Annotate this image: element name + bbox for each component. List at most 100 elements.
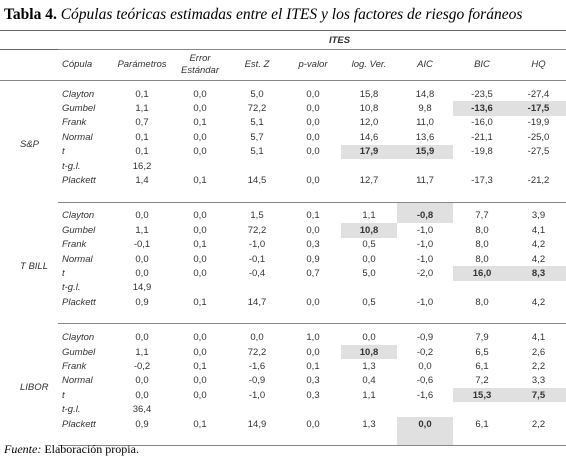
cell: 10,8 bbox=[359, 103, 379, 115]
cell: -0,1 bbox=[248, 253, 266, 265]
cell: 0,1 bbox=[193, 239, 207, 251]
cell: 10,8 bbox=[341, 344, 397, 360]
copula-name: Frank bbox=[62, 239, 87, 251]
cell: 7,7 bbox=[475, 210, 489, 222]
copula-name: Gumbel bbox=[62, 346, 96, 358]
cell: 12,7 bbox=[341, 173, 397, 203]
cell: 0,0 bbox=[193, 375, 207, 387]
cell: 2,2 bbox=[531, 360, 546, 372]
cell: 4,1 bbox=[531, 332, 546, 344]
cell: 14,5 bbox=[229, 173, 285, 203]
cell: 0,0 bbox=[193, 210, 207, 222]
cell: 0,0 bbox=[135, 267, 149, 279]
cell: 0,0 bbox=[193, 346, 207, 358]
cell: 0,1 bbox=[135, 131, 149, 143]
cell: 0,1 bbox=[306, 360, 320, 372]
copula-name: Plackett bbox=[58, 295, 113, 325]
cell: 5,0 bbox=[362, 267, 376, 279]
table-row: t-g.l. 16,2 bbox=[0, 159, 566, 173]
copula-name: Normal bbox=[62, 131, 93, 143]
cell: -0,2 bbox=[416, 346, 434, 358]
empty-cell bbox=[171, 159, 229, 173]
empty-cell bbox=[453, 159, 511, 173]
cell: -0,6 bbox=[416, 375, 434, 387]
table-row: Frank -0,1 0,1 -1,0 0,3 0,5 -1,0 8,0 4,2 bbox=[0, 238, 566, 252]
copula-name: Gumbel bbox=[62, 224, 96, 236]
cell: 36,4 bbox=[132, 404, 152, 416]
empty-cell bbox=[511, 402, 566, 416]
empty-cell bbox=[58, 30, 113, 50]
cell: 14,9 bbox=[132, 282, 152, 294]
cell: 0,9 bbox=[113, 416, 171, 447]
cell: 0,0 bbox=[285, 295, 341, 325]
group-name: S&P bbox=[20, 139, 40, 151]
copula-name: Clayton bbox=[62, 332, 95, 344]
empty-cell bbox=[171, 281, 229, 295]
footer-text: Elaboración propia. bbox=[44, 442, 139, 456]
column-header: p-valor bbox=[285, 49, 341, 81]
table-row: Normal 0,0 0,0 -0,9 0,3 0,4 -0,6 7,2 3,3 bbox=[0, 374, 566, 388]
cell: -17,5 bbox=[511, 101, 566, 116]
table-row: Normal 0,1 0,0 5,7 0,0 14,6 13,6 -21,1 -25,0 bbox=[0, 130, 566, 144]
cell: 0,3 bbox=[306, 375, 320, 387]
cell: 0,3 bbox=[306, 239, 320, 251]
cell: 14,7 bbox=[229, 295, 285, 325]
column-header: HQ bbox=[511, 49, 566, 81]
cell: -21,1 bbox=[471, 131, 493, 143]
cell: 0,0 bbox=[285, 173, 341, 203]
cell: 13,6 bbox=[415, 131, 435, 143]
cell: 8,0 bbox=[475, 224, 489, 236]
group-name: T BILL bbox=[20, 260, 48, 272]
column-header: Error Estándar bbox=[171, 49, 229, 81]
cell: -1,0 bbox=[416, 253, 434, 265]
table-row: Gumbel 1,1 0,0 72,2 0,0 10,8 -1,0 8,0 4,1 bbox=[0, 223, 566, 238]
table-row: LIBOR Clayton 0,0 0,0 0,0 1,0 0,0 -0,9 7,9 4,1 bbox=[0, 324, 566, 393]
cell: 8,0 bbox=[475, 239, 489, 251]
cell: 0,3 bbox=[306, 389, 320, 401]
table-row: Frank -0,2 0,1 -1,6 0,1 1,3 0,0 6,1 2,2 bbox=[0, 359, 566, 373]
copula-name: t-g.l. bbox=[62, 404, 81, 416]
cell: 0,1 bbox=[193, 360, 207, 372]
cell: 0,1 bbox=[193, 117, 207, 129]
cell: 6,5 bbox=[475, 346, 489, 358]
column-header: Cópula bbox=[58, 49, 113, 81]
cell: -25,0 bbox=[527, 131, 550, 143]
cell: 15,3 bbox=[453, 388, 511, 403]
title: Tabla 4. Cópulas teóricas estimadas entr… bbox=[4, 6, 522, 24]
cell: 8,3 bbox=[511, 266, 566, 281]
table-row: Normal 0,0 0,0 -0,1 0,9 0,0 -1,0 8,0 4,2 bbox=[0, 252, 566, 266]
cell: 4,2 bbox=[531, 253, 546, 265]
title-caption: Cópulas teóricas estimadas entre el ITES… bbox=[60, 6, 523, 23]
cell: 10,8 bbox=[341, 223, 397, 238]
table-row: t 0,0 0,0 -0,4 0,7 5,0 -2,0 16,0 8,3 bbox=[0, 266, 566, 281]
cell: 0,5 bbox=[341, 295, 397, 325]
cell: -1,0 bbox=[397, 295, 453, 325]
empty-cell bbox=[453, 281, 511, 295]
cell: 0,9 bbox=[113, 295, 171, 325]
cell: 1,4 bbox=[113, 173, 171, 203]
empty-cell bbox=[397, 402, 453, 416]
cell: 0,9 bbox=[306, 253, 320, 265]
cell: 7,9 bbox=[475, 332, 489, 344]
cell: 0,7 bbox=[306, 267, 320, 279]
cell: -1,6 bbox=[248, 360, 266, 372]
cell: 8,0 bbox=[475, 253, 489, 265]
cell: 0,1 bbox=[306, 210, 320, 222]
cell: -13,6 bbox=[453, 101, 511, 116]
copula-name: t bbox=[62, 389, 65, 401]
empty-cell bbox=[285, 281, 341, 295]
cell: 1,1 bbox=[362, 389, 376, 401]
cell: 1,1 bbox=[135, 103, 149, 115]
copula-name: Frank bbox=[62, 117, 87, 129]
cell: -1,0 bbox=[248, 239, 266, 251]
cell: 1,3 bbox=[341, 416, 397, 447]
column-header: Est. Z bbox=[229, 49, 285, 81]
cell: 7,2 bbox=[475, 375, 489, 387]
cell: -21,2 bbox=[511, 173, 566, 203]
cell: 4,1 bbox=[531, 224, 546, 236]
cell: 0,1 bbox=[135, 88, 149, 100]
cell: 15,8 bbox=[359, 88, 379, 100]
cell: 72,2 bbox=[247, 103, 267, 115]
copula-name: Plackett bbox=[58, 173, 113, 203]
column-header: Parámetros bbox=[113, 49, 171, 81]
